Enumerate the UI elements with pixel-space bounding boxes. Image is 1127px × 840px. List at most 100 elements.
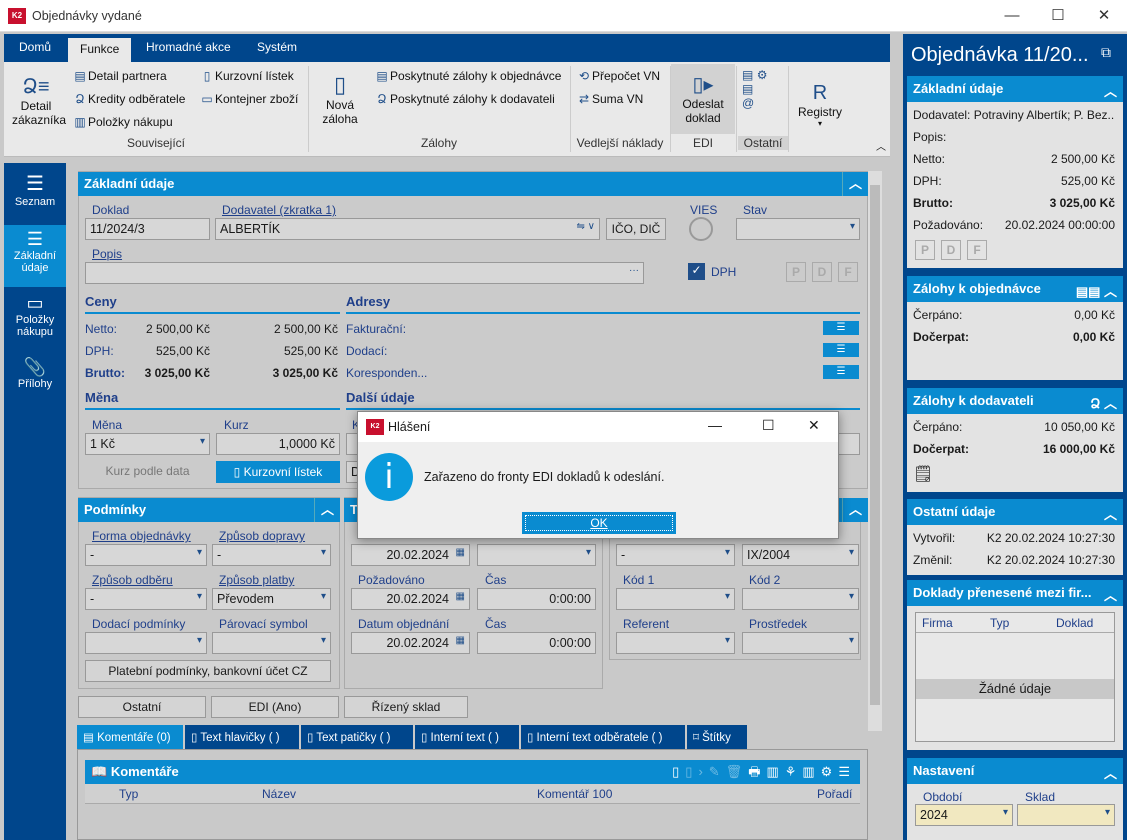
stav-dropdown[interactable]: ▾ [736, 218, 860, 240]
lhuta-dropdown[interactable]: ▾ [477, 544, 596, 566]
dph-checkbox[interactable]: ✓ [688, 263, 705, 280]
nav-polozky-nakupu[interactable]: ▭ Položky nákupu [4, 289, 66, 349]
collapse-icon[interactable]: Ձ ︿ [1090, 396, 1117, 411]
more-icon[interactable]: ··· [629, 265, 639, 276]
cas-field[interactable]: 0:00:00 [477, 588, 596, 610]
address-menu-icon[interactable]: ☰ [823, 343, 859, 357]
tab-komentare[interactable]: ▤ Komentáře (0) [77, 725, 183, 749]
tab-hromadne-akce[interactable]: Hromadné akce [146, 40, 231, 54]
calendar-icon[interactable]: ▦ [455, 635, 465, 646]
edi-button[interactable]: EDI (Ano) [211, 696, 339, 718]
prostredek-dropdown[interactable]: ▾ [742, 632, 859, 654]
close-button[interactable]: ✕ [1097, 7, 1111, 24]
collapse-icon[interactable]: ︿ [1103, 507, 1117, 522]
zalohy-k-objednavce-button[interactable]: ▤ Poskytnuté zálohy k objednávce [374, 69, 561, 83]
kurz-field[interactable]: 1,0000 Kč [216, 433, 340, 455]
datum-objednani-field[interactable]: 20.02.2024 ▦ [351, 632, 470, 654]
kurz-podle-data-button[interactable]: Kurz podle data [105, 464, 190, 478]
platba-dropdown[interactable]: Převodem ▾ [212, 588, 331, 610]
dodavatel-field[interactable]: ALBERTÍK ⇋ ∨ [215, 218, 600, 240]
chevron-down-icon[interactable]: ⇋ ∨ [576, 221, 595, 232]
col-komentar[interactable]: Komentář 100 [537, 787, 613, 801]
nova-zaloha-button[interactable]: ▯ Nová záloha [318, 72, 362, 126]
ostatni-button[interactable]: Ostatní [78, 696, 206, 718]
collapse-icon[interactable]: ︿ [314, 498, 340, 522]
ok-button[interactable]: OK [522, 512, 676, 534]
col-nazev[interactable]: Název [262, 787, 297, 801]
sklad-dropdown[interactable]: ▾ [1017, 804, 1115, 826]
tab-text-paticky[interactable]: ▯ Text patičky ( ) [301, 725, 413, 749]
kredity-button[interactable]: Ձ Kredity odběratele [72, 92, 185, 106]
maximize-button[interactable]: ☐ [1051, 7, 1065, 24]
ostatni-icons[interactable]: ▤ ⚙ ▤ @ [742, 68, 767, 110]
rizeny-sklad-button[interactable]: Řízený sklad [344, 696, 468, 718]
detail-partnera-button[interactable]: ▤ Detail partnera [72, 69, 166, 83]
kontejner-button[interactable]: ▭ Kontejner zboží [199, 92, 298, 106]
platebni-podminky-button[interactable]: Platební podmínky, bankovní účet CZ [85, 660, 331, 682]
minimize-button[interactable]: — [1004, 7, 1020, 24]
nav-zakladni-udaje[interactable]: ☰ Základní údaje [4, 225, 66, 287]
suma-vn-button[interactable]: ⇄ Suma VN [576, 92, 643, 106]
p-button[interactable]: P [915, 240, 935, 260]
doc-search-icon[interactable]: ▤ [742, 68, 754, 82]
tab-domu[interactable]: Domů [19, 40, 52, 54]
at-icon[interactable]: @ [742, 96, 755, 110]
f-button[interactable]: F [967, 240, 987, 260]
col-typ[interactable]: Typ [119, 787, 139, 801]
minimize-button[interactable]: — [708, 417, 722, 433]
kurzovni-listek-button[interactable]: ▯ Kurzovní lístek [199, 69, 294, 83]
nav-prilohy[interactable]: 📎 Přílohy [4, 353, 66, 405]
d-button[interactable]: D [812, 262, 832, 282]
f-button[interactable]: F [838, 262, 858, 282]
tab-interni-text-odberatele[interactable]: ▯ Interní text odběratele ( ) [521, 725, 685, 749]
nav-seznam[interactable]: ☰ Seznam [4, 171, 66, 223]
col-poradi[interactable]: Pořadí [817, 787, 853, 801]
stredisko-dropdown[interactable]: - ▾ [616, 544, 735, 566]
kod1-dropdown[interactable]: ▾ [616, 588, 735, 610]
toolbar-icons[interactable]: ▯▯›✎🗑🖶▥⚘▥⚙☰ [672, 764, 856, 779]
doklad-field[interactable]: 11/2024/3 [85, 218, 210, 240]
collapse-icon[interactable]: ︿ [842, 172, 868, 196]
kurzovni-listek-button[interactable]: ▯ Kurzovní lístek [216, 461, 340, 483]
scrollbar[interactable] [868, 171, 882, 731]
collapse-icon[interactable]: ︿ [842, 498, 868, 522]
d-button[interactable]: D [941, 240, 961, 260]
collapse-icon[interactable]: ︿ [1103, 588, 1117, 603]
odeslat-doklad-button[interactable]: ▯▸ Odeslat doklad [671, 64, 735, 134]
zalohy-k-dodavateli-button[interactable]: Ձ Poskytnuté zálohy k dodavateli [374, 92, 554, 106]
popout-icon[interactable]: ⧉ [1101, 44, 1111, 60]
maximize-button[interactable]: ☐ [762, 417, 775, 433]
mena-dropdown[interactable]: 1 Kč ▾ [85, 433, 210, 455]
ico-dic-button[interactable]: IČO, DIČ [606, 218, 666, 240]
doc-clock-icon[interactable]: ▤ [742, 82, 754, 96]
close-button[interactable]: ✕ [808, 417, 820, 433]
cas-field[interactable]: 0:00:00 [477, 632, 596, 654]
parovaci-dropdown[interactable]: ▾ [212, 632, 331, 654]
calendar-icon[interactable]: ▦ [455, 591, 465, 602]
popis-field[interactable]: ··· [85, 262, 644, 284]
collapse-icon[interactable]: ▤▤ ︿ [1075, 284, 1117, 299]
invoice-coin-icon[interactable]: 🗒 [913, 466, 934, 483]
tab-funkce[interactable]: Funkce [68, 38, 132, 62]
datum-vystaveni-field[interactable]: 20.02.2024 ▦ [351, 544, 470, 566]
forma-dropdown[interactable]: - ▾ [85, 544, 207, 566]
tab-stitky[interactable]: ⌑ Štítky [687, 725, 747, 749]
doprava-dropdown[interactable]: - ▾ [212, 544, 331, 566]
address-menu-icon[interactable]: ☰ [823, 365, 859, 379]
kod2-dropdown[interactable]: ▾ [742, 588, 859, 610]
collapse-ribbon-icon[interactable]: ︿ [876, 142, 886, 153]
collapse-icon[interactable]: ︿ [1103, 84, 1117, 99]
registry-button[interactable]: R Registry ▾ [794, 82, 846, 128]
tab-text-hlavicky[interactable]: ▯ Text hlavičky ( ) [185, 725, 299, 749]
pozadovano-field[interactable]: 20.02.2024 ▦ [351, 588, 470, 610]
odber-dropdown[interactable]: - ▾ [85, 588, 207, 610]
gear-icon[interactable]: ⚙ [756, 68, 768, 82]
obdobi-dropdown[interactable]: 2024 ▾ [915, 804, 1013, 826]
p-button[interactable]: P [786, 262, 806, 282]
dodaci-dropdown[interactable]: ▾ [85, 632, 207, 654]
polozky-nakupu-button[interactable]: ▥ Položky nákupu [72, 115, 172, 129]
calendar-icon[interactable]: ▦ [455, 547, 465, 558]
tab-interni-text[interactable]: ▯ Interní text ( ) [415, 725, 519, 749]
detail-zakaznika-button[interactable]: Ձ≡ Detail zákazníka [12, 76, 67, 127]
prepocet-vn-button[interactable]: ⟲ Přepočet VN [576, 69, 660, 83]
